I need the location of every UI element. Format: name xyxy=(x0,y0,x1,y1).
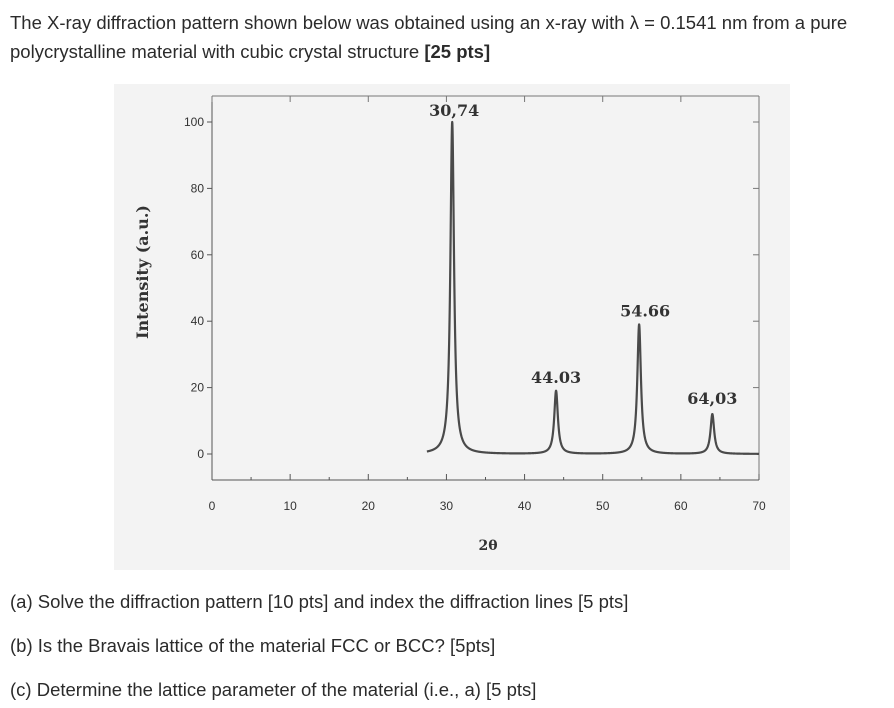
x-tick-label: 40 xyxy=(518,499,532,513)
x-tick-label: 30 xyxy=(440,499,454,513)
y-tick-label: 20 xyxy=(191,381,205,395)
y-tick-label: 0 xyxy=(197,447,204,461)
y-axis-label: Intensity (a.u.) xyxy=(133,205,152,339)
y-tick-label: 60 xyxy=(191,248,205,262)
y-tick-label: 40 xyxy=(191,314,205,328)
peak-label: 44.03 xyxy=(531,368,581,387)
xrd-chart: 0 20 40 60 80 100 0 10 20 30 40 50 60 70 30,74 44.03 54… xyxy=(133,90,766,554)
y-tick-label: 100 xyxy=(184,115,204,129)
problem-points: [25 pts] xyxy=(424,41,491,62)
x-tick-label: 50 xyxy=(596,499,610,513)
x-axis-label: 2θ xyxy=(478,538,497,554)
peak-label: 54.66 xyxy=(620,302,670,321)
problem-statement: The X-ray diffraction pattern shown belo… xyxy=(10,8,884,66)
plot-area xyxy=(212,90,760,456)
x-tick-label: 20 xyxy=(362,499,376,513)
x-tick-label: 0 xyxy=(209,499,216,513)
x-tick-label: 70 xyxy=(752,499,766,513)
question-a: (a) Solve the diffraction pattern [10 pt… xyxy=(10,591,629,612)
y-tick-label: 80 xyxy=(191,181,205,195)
problem-text: The X-ray diffraction pattern shown belo… xyxy=(10,12,848,62)
peak-label: 64,03 xyxy=(687,389,737,408)
question-c: (c) Determine the lattice parameter of t… xyxy=(10,679,537,700)
peak-label: 30,74 xyxy=(429,101,479,120)
x-tick-label: 60 xyxy=(674,499,688,513)
question-b: (b) Is the Bravais lattice of the materi… xyxy=(10,635,496,656)
x-tick-label: 10 xyxy=(283,499,297,513)
xrd-figure: 0 20 40 60 80 100 0 10 20 30 40 50 60 70 30,74 44.03 54… xyxy=(114,84,790,570)
diffraction-trace xyxy=(425,120,760,455)
